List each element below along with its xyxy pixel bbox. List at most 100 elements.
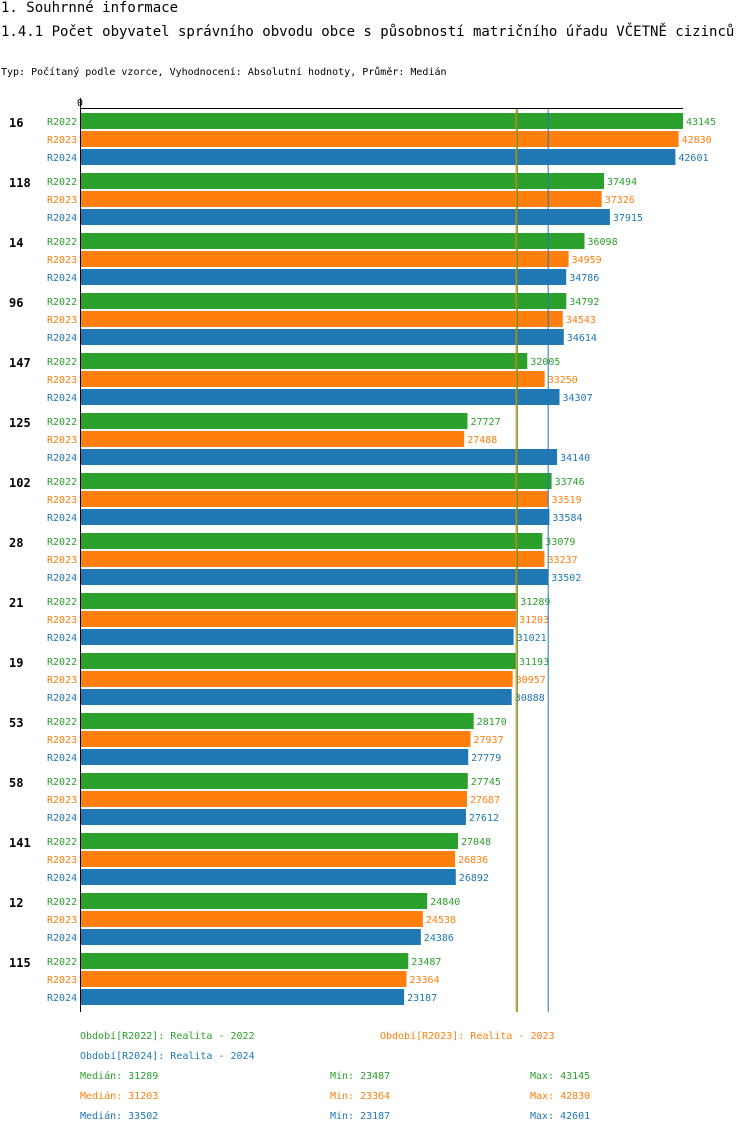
legend-max-r2023: Max: 42830 <box>530 1091 591 1102</box>
series-label: R2023 <box>47 915 77 926</box>
legend-period-r2024: Období[R2024]: Realita - 2024 <box>80 1051 255 1062</box>
series-label: R2024 <box>47 813 77 824</box>
value-label: 27937 <box>474 735 504 746</box>
series-label: R2023 <box>47 555 77 566</box>
category-label: 21 <box>9 596 23 610</box>
series-label: R2024 <box>47 753 77 764</box>
series-label: R2022 <box>47 177 77 188</box>
series-label: R2022 <box>47 297 77 308</box>
bar <box>80 449 558 465</box>
value-label: 43145 <box>686 117 716 128</box>
series-label: R2022 <box>47 957 77 968</box>
value-label: 23187 <box>407 993 437 1004</box>
bar <box>80 689 512 705</box>
value-label: 27745 <box>471 777 501 788</box>
value-label: 37915 <box>613 213 643 224</box>
bar <box>80 329 564 345</box>
category-label: 102 <box>9 476 31 490</box>
bar <box>80 893 428 909</box>
bar <box>80 311 563 327</box>
value-label: 27779 <box>471 753 501 764</box>
series-label: R2022 <box>47 837 77 848</box>
value-label: 33250 <box>548 375 578 386</box>
series-label: R2022 <box>47 537 77 548</box>
value-label: 34543 <box>566 315 596 326</box>
category-label: 16 <box>9 116 23 130</box>
bar <box>80 833 458 849</box>
value-label: 31193 <box>519 657 549 668</box>
series-label: R2023 <box>47 615 77 626</box>
category-label: 147 <box>9 356 31 370</box>
bar <box>80 953 409 969</box>
series-label: R2024 <box>47 873 77 884</box>
value-label: 31203 <box>519 615 549 626</box>
value-label: 33584 <box>552 513 582 524</box>
bar <box>80 491 549 507</box>
bar <box>80 131 679 147</box>
value-label: 27612 <box>469 813 499 824</box>
series-label: R2022 <box>47 117 77 128</box>
bar <box>80 233 585 249</box>
bar <box>80 869 456 885</box>
bar <box>80 851 456 867</box>
bar <box>80 113 683 129</box>
bar <box>80 911 423 927</box>
series-label: R2023 <box>47 195 77 206</box>
series-label: R2023 <box>47 735 77 746</box>
series-label: R2022 <box>47 597 77 608</box>
bar <box>80 173 604 189</box>
bar-chart: 016R202243145R202342830R202442601118R202… <box>9 98 716 1012</box>
series-label: R2023 <box>47 135 77 146</box>
bar <box>80 353 528 369</box>
legend-period-r2023: Období[R2023]: Realita - 2023 <box>380 1031 555 1042</box>
bar <box>80 209 610 225</box>
category-label: 58 <box>9 776 23 790</box>
category-label: 28 <box>9 536 23 550</box>
series-label: R2024 <box>47 513 77 524</box>
legend-max-r2024: Max: 42601 <box>530 1111 591 1122</box>
bar <box>80 971 407 987</box>
value-label: 32005 <box>530 357 560 368</box>
bar <box>80 533 543 549</box>
value-label: 34307 <box>563 393 593 404</box>
series-label: R2024 <box>47 213 77 224</box>
series-label: R2023 <box>47 435 77 446</box>
bar <box>80 473 552 489</box>
value-label: 27687 <box>470 795 500 806</box>
value-label: 34786 <box>569 273 599 284</box>
legend-min-r2023: Min: 23364 <box>330 1091 391 1102</box>
bar <box>80 653 516 669</box>
value-label: 31289 <box>520 597 550 608</box>
value-label: 33079 <box>545 537 575 548</box>
series-label: R2022 <box>47 717 77 728</box>
series-label: R2024 <box>47 273 77 284</box>
legend-max-r2022: Max: 43145 <box>530 1071 591 1082</box>
series-label: R2022 <box>47 417 77 428</box>
series-label: R2022 <box>47 237 77 248</box>
bar <box>80 611 517 627</box>
chart-title: 1.4.1 Počet obyvatel správního obvodu ob… <box>1 24 735 40</box>
series-label: R2022 <box>47 657 77 668</box>
bar <box>80 389 560 405</box>
series-label: R2024 <box>47 333 77 344</box>
value-label: 33746 <box>555 477 585 488</box>
bar <box>80 629 514 645</box>
bar <box>80 791 467 807</box>
chart-subtitle: Typ: Počítaný podle vzorce, Vyhodnocení:… <box>1 67 447 78</box>
category-label: 14 <box>9 236 23 250</box>
value-label: 26892 <box>459 873 489 884</box>
value-label: 30957 <box>516 675 546 686</box>
value-label: 36098 <box>588 237 618 248</box>
series-label: R2023 <box>47 315 77 326</box>
value-label: 34140 <box>560 453 590 464</box>
bar <box>80 191 602 207</box>
category-label: 19 <box>9 656 23 670</box>
value-label: 37494 <box>607 177 637 188</box>
bar <box>80 413 468 429</box>
series-label: R2024 <box>47 573 77 584</box>
legend-min-r2022: Min: 23487 <box>330 1071 391 1082</box>
value-label: 34792 <box>569 297 599 308</box>
bar <box>80 371 545 387</box>
series-label: R2024 <box>47 633 77 644</box>
value-label: 33502 <box>551 573 581 584</box>
